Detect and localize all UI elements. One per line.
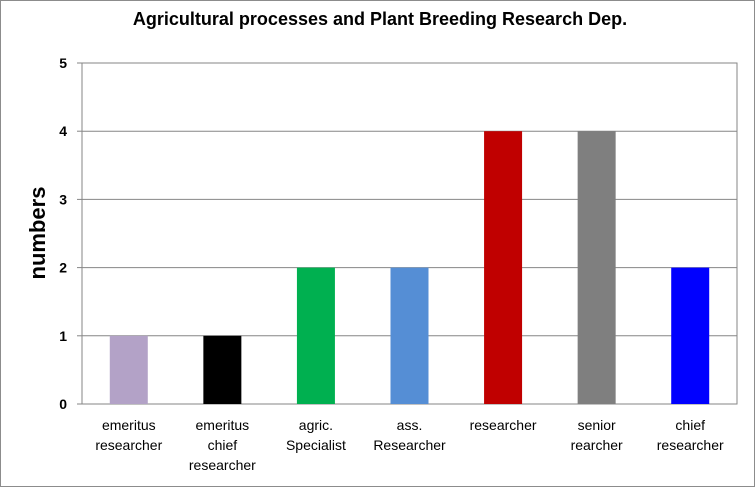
- y-tick-label: 5: [59, 55, 67, 71]
- y-axis-ticks: 0 1 2 3 4 5: [59, 55, 67, 412]
- bar: [203, 335, 242, 404]
- chart-title: Agricultural processes and Plant Breedin…: [133, 9, 627, 29]
- x-tick-label: emeritus researcher: [95, 417, 162, 453]
- x-tick-label: emeritus chief researcher: [189, 417, 256, 473]
- x-tick-label: chief researcher: [657, 417, 724, 453]
- y-tick-label: 3: [59, 191, 67, 207]
- bar: [296, 267, 335, 404]
- x-tick-label: researcher: [470, 417, 537, 433]
- y-axis-label: numbers: [25, 187, 50, 280]
- x-tick-label: ass. Researcher: [373, 417, 446, 453]
- bar: [484, 131, 523, 404]
- x-axis-ticks: emeritus researcher emeritus chief researche…: [95, 417, 724, 473]
- y-tick-label: 2: [59, 260, 67, 276]
- bar: [577, 131, 616, 404]
- y-tick-label: 1: [59, 328, 67, 344]
- bars: [109, 131, 710, 404]
- bar: [109, 335, 148, 404]
- x-tick-label: senior rearcher: [571, 417, 623, 453]
- bar: [390, 267, 429, 404]
- y-tick-label: 4: [59, 123, 67, 139]
- bar: [671, 267, 710, 404]
- y-tick-label: 0: [59, 396, 67, 412]
- x-tick-label: agric. Specialist: [286, 417, 346, 453]
